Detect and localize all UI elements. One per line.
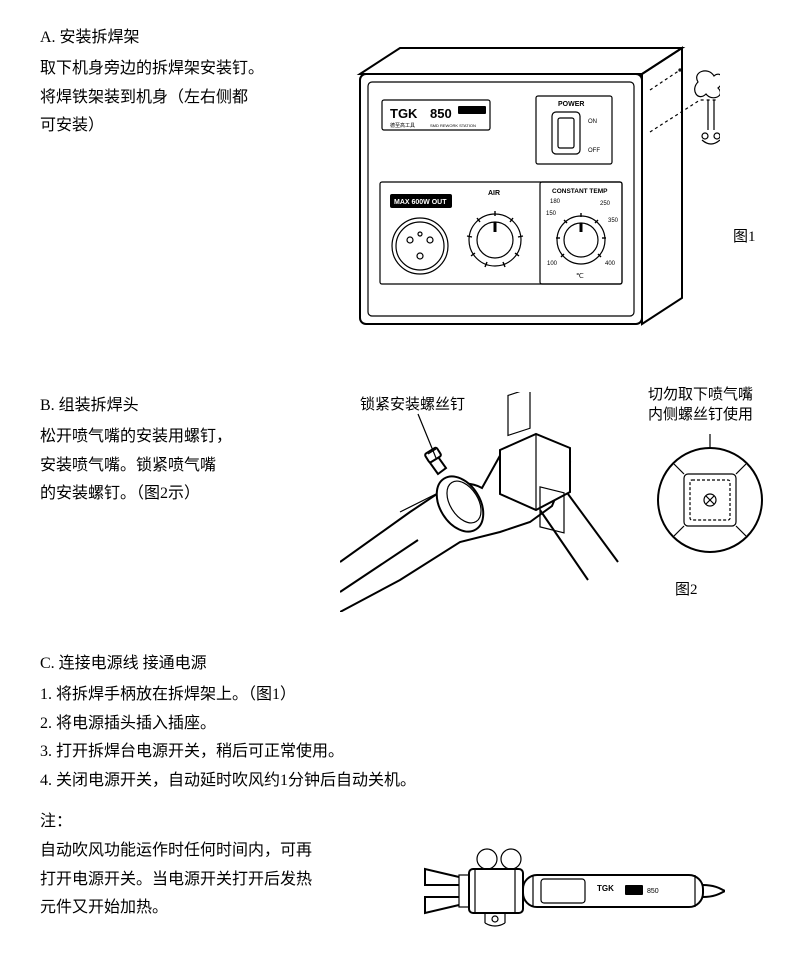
text-line: 元件又开始加热。	[40, 894, 380, 923]
off-label: OFF	[588, 148, 600, 154]
note-body: 自动吹风功能运作时任何时间内，可再 打开电源开关。当电源开关打开后发热 元件又开…	[40, 837, 380, 923]
section-b: B. 组装拆焊头 松开喷气嘴的安装用螺钉， 安装喷气嘴。锁紧喷气嘴 的安装螺钉。…	[40, 392, 760, 622]
list-item: 2. 将电源插头插入插座。	[40, 710, 760, 739]
model-text: 850	[430, 106, 452, 121]
svg-text:℃: ℃	[576, 273, 584, 280]
annotation-lock-screw: 锁紧安装螺丝钉	[360, 392, 465, 419]
section-c-title: C. 连接电源线 接通电源	[40, 650, 760, 679]
text-line: 将焊铁架装到机身（左右侧都	[40, 84, 300, 113]
nozzle-illustration: 锁紧安装螺丝钉 切勿取下喷气嘴 内侧螺丝钉使用 图2	[340, 392, 800, 612]
list-item: 3. 打开拆焊台电源开关，稍后可正常使用。	[40, 738, 760, 767]
device-illustration: TGK 850 德至高工具 SMD REWORK STATION POWER O…	[340, 40, 720, 340]
text-line: 松开喷气嘴的安装用螺钉，	[40, 423, 300, 452]
handle-illustration: TGK 850	[415, 845, 725, 935]
figure-1-label: 图1	[733, 224, 756, 251]
brand-sub: 德至高工具	[390, 122, 415, 129]
text-line: 可安装）	[40, 112, 300, 141]
list-item: 4. 关闭电源开关，自动延时吹风约1分钟后自动关机。	[40, 767, 760, 796]
svg-text:180: 180	[550, 199, 561, 205]
text-line: 打开电源开关。当电源开关打开后发热	[40, 866, 380, 895]
section-a-body: 取下机身旁边的拆焊架安装钉。 将焊铁架装到机身（左右侧都 可安装）	[40, 55, 300, 141]
section-c: C. 连接电源线 接通电源 1. 将拆焊手柄放在拆焊架上。（图1） 2. 将电源…	[40, 650, 760, 796]
note-label: 注：	[40, 808, 760, 837]
handle-model: 850	[647, 888, 659, 895]
svg-text:350: 350	[608, 218, 619, 224]
text-line: 取下机身旁边的拆焊架安装钉。	[40, 55, 300, 84]
text-line: 自动吹风功能运作时任何时间内，可再	[40, 837, 380, 866]
svg-text:400: 400	[605, 261, 616, 267]
svg-text:250: 250	[600, 201, 611, 207]
handle-brand: TGK	[597, 884, 614, 893]
list-item: 1. 将拆焊手柄放在拆焊架上。（图1）	[40, 681, 760, 710]
outlet-label: MAX 600W OUT	[394, 199, 447, 206]
section-b-body: 松开喷气嘴的安装用螺钉， 安装喷气嘴。锁紧喷气嘴 的安装螺钉。（图2示）	[40, 423, 300, 509]
figure-2-label: 图2	[675, 577, 698, 604]
brand-text: TGK	[390, 106, 418, 121]
power-label: POWER	[558, 101, 584, 108]
svg-text:100: 100	[547, 261, 558, 267]
on-label: ON	[588, 119, 597, 125]
annotation-inner-screw: 切勿取下喷气嘴 内侧螺丝钉使用	[648, 386, 753, 425]
section-a: A. 安装拆焊架 取下机身旁边的拆焊架安装钉。 将焊铁架装到机身（左右侧都 可安…	[40, 24, 760, 364]
model-sub: SMD REWORK STATION	[430, 123, 476, 128]
temp-label: CONSTANT TEMP	[552, 188, 608, 195]
air-label: AIR	[488, 190, 500, 197]
svg-text:150: 150	[546, 211, 557, 217]
text-line: 安装喷气嘴。锁紧喷气嘴	[40, 452, 300, 481]
text-line: 的安装螺钉。（图2示）	[40, 480, 300, 509]
